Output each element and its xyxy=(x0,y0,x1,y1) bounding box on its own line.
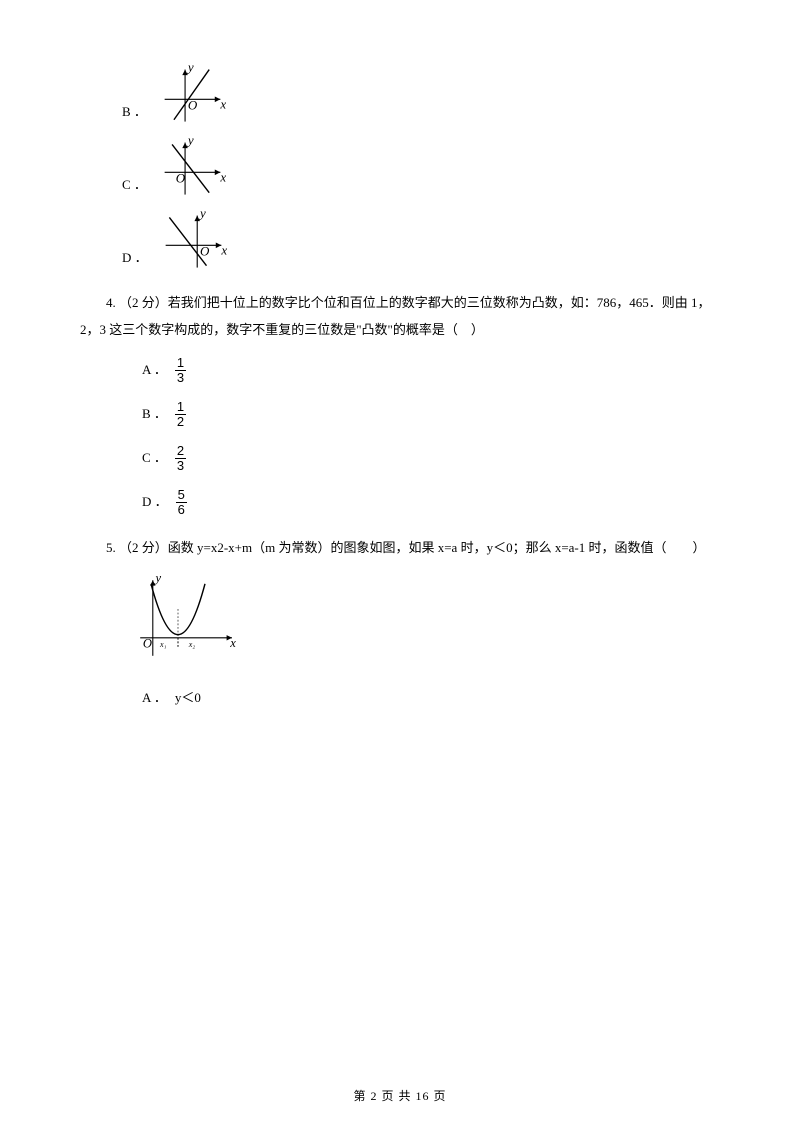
option-b-label: B ． xyxy=(122,102,147,129)
option-c-label: C ． xyxy=(122,175,147,202)
choice-text: y＜0 xyxy=(175,688,201,709)
fraction-icon: 1 3 xyxy=(175,356,186,384)
page-footer: 第 2 页 共 16 页 xyxy=(0,1087,800,1106)
choice-letter: B ． xyxy=(142,404,167,425)
svg-text:x: x xyxy=(219,170,226,185)
q4-choice-a: A ． 1 3 xyxy=(142,354,720,388)
q4-choice-b: B ． 1 2 xyxy=(142,398,720,432)
choice-letter: A ． xyxy=(142,688,167,709)
fraction-icon: 5 6 xyxy=(176,488,187,516)
parabola-figure: y x O x₁ x₂ xyxy=(132,573,720,670)
svg-text:y: y xyxy=(154,573,162,585)
option-d-label: D ． xyxy=(122,248,148,275)
question-5-text: 5. （2 分）函数 y=x2-x+m（m 为常数）的图象如图，如果 x=a 时… xyxy=(80,534,720,561)
svg-text:x₁: x₁ xyxy=(159,640,167,649)
graph-d: y x O xyxy=(156,210,231,275)
graph-parabola: y x O x₁ x₂ xyxy=(132,573,242,663)
q4-choice-c: C ． 2 3 xyxy=(142,442,720,476)
fraction-icon: 2 3 xyxy=(175,444,186,472)
svg-text:y: y xyxy=(186,64,194,74)
svg-text:O: O xyxy=(188,98,198,113)
svg-text:O: O xyxy=(200,244,210,259)
svg-text:x: x xyxy=(219,97,226,112)
svg-text:x: x xyxy=(229,636,236,650)
option-d-row: D ． y x O xyxy=(122,210,720,275)
q4-choice-d: D ． 5 6 xyxy=(142,486,720,520)
fraction-icon: 1 2 xyxy=(175,400,186,428)
svg-text:x₂: x₂ xyxy=(188,640,196,649)
svg-text:x: x xyxy=(220,243,227,258)
choice-letter: A ． xyxy=(142,360,167,381)
choice-letter: D ． xyxy=(142,492,168,513)
svg-text:y: y xyxy=(186,137,194,147)
graph-b: y x O xyxy=(155,64,230,129)
svg-text:O: O xyxy=(143,637,152,651)
svg-text:O: O xyxy=(176,171,186,186)
svg-text:y: y xyxy=(198,210,206,220)
option-b-row: B ． y x O xyxy=(122,64,720,129)
q5-choice-a: A ． y＜0 xyxy=(142,682,720,716)
graph-c: y x O xyxy=(155,137,230,202)
choice-letter: C ． xyxy=(142,448,167,469)
question-4-text: 4. （2 分）若我们把十位上的数字比个位和百位上的数字都大的三位数称为凸数，如… xyxy=(80,289,720,344)
option-c-row: C ． y x O xyxy=(122,137,720,202)
